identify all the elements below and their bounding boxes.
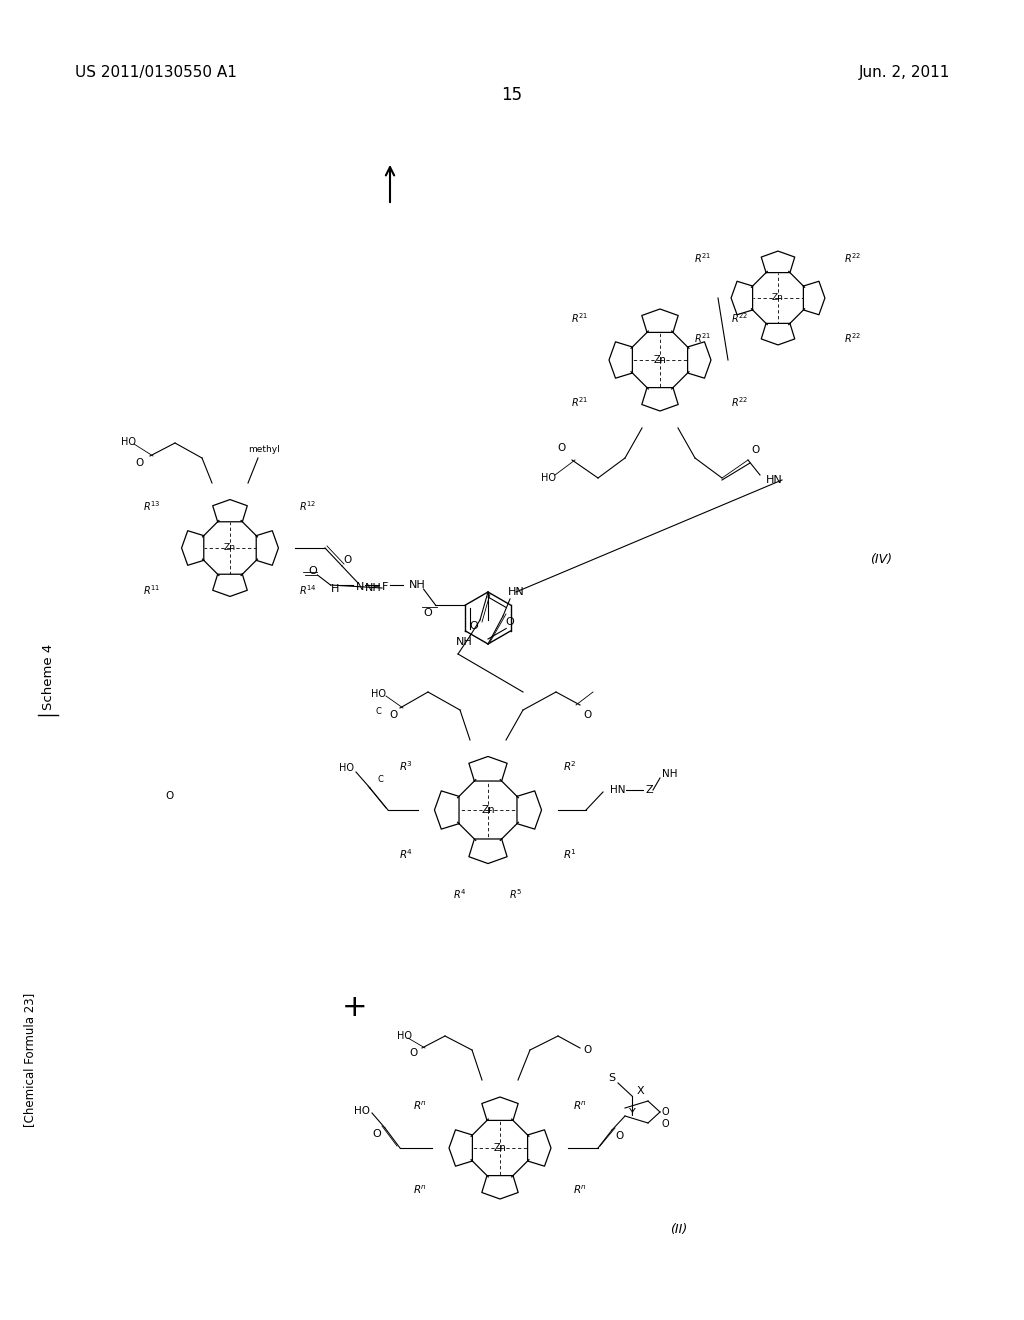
Text: $R^{4}$: $R^{4}$	[454, 887, 467, 900]
Text: O: O	[584, 710, 592, 719]
Text: Zn: Zn	[653, 355, 667, 366]
Text: O: O	[584, 1045, 592, 1055]
Text: O: O	[373, 1129, 381, 1139]
Text: HO: HO	[541, 473, 555, 483]
Text: $R^{n}$: $R^{n}$	[573, 1100, 587, 1113]
Text: Zn: Zn	[481, 805, 495, 814]
Text: $R^{22}$: $R^{22}$	[731, 312, 749, 325]
Text: HN: HN	[508, 587, 524, 597]
Text: HO: HO	[339, 763, 353, 774]
Text: (IV): (IV)	[870, 553, 892, 566]
Text: NH: NH	[410, 579, 426, 590]
Text: HN: HN	[766, 475, 782, 484]
Text: $R^{3}$: $R^{3}$	[399, 759, 413, 774]
Text: $R^{2}$: $R^{2}$	[563, 759, 577, 774]
Text: $R^{21}$: $R^{21}$	[694, 251, 712, 265]
Text: N: N	[356, 582, 365, 591]
Text: C: C	[377, 776, 383, 784]
Text: NH: NH	[365, 583, 382, 593]
Text: Zn: Zn	[224, 544, 237, 553]
Text: HO: HO	[371, 689, 385, 700]
Text: $R^{22}$: $R^{22}$	[844, 331, 862, 345]
Text: H: H	[332, 583, 340, 594]
Text: $R^{4}$: $R^{4}$	[399, 847, 413, 861]
Text: $R^{21}$: $R^{21}$	[571, 395, 589, 409]
Text: F: F	[382, 582, 389, 591]
Text: US 2011/0130550 A1: US 2011/0130550 A1	[75, 65, 237, 79]
Text: HO: HO	[121, 437, 135, 447]
Text: HN: HN	[610, 785, 626, 795]
Text: $R^{21}$: $R^{21}$	[694, 331, 712, 345]
Text: $R^{5}$: $R^{5}$	[509, 887, 522, 900]
Text: O: O	[166, 791, 174, 801]
Text: $R^{n}$: $R^{n}$	[573, 1184, 587, 1196]
Text: (II): (II)	[670, 1224, 687, 1237]
Text: O: O	[662, 1107, 669, 1117]
Text: O: O	[410, 1048, 418, 1059]
Text: Zn: Zn	[494, 1143, 507, 1152]
Text: [Chemical Formula 23]: [Chemical Formula 23]	[24, 993, 37, 1127]
Text: O: O	[136, 458, 144, 469]
Text: O: O	[308, 566, 316, 576]
Text: O: O	[470, 620, 478, 631]
Text: $R^{n}$: $R^{n}$	[413, 1100, 427, 1113]
Text: $R^{14}$: $R^{14}$	[299, 583, 316, 597]
Text: $R^{22}$: $R^{22}$	[731, 395, 749, 409]
Text: O: O	[662, 1119, 669, 1129]
Text: X: X	[636, 1086, 644, 1096]
Text: $R^{21}$: $R^{21}$	[571, 312, 589, 325]
Text: O: O	[751, 445, 759, 455]
Text: $R^{1}$: $R^{1}$	[563, 847, 577, 861]
Text: C: C	[375, 708, 381, 717]
Text: $R^{13}$: $R^{13}$	[143, 499, 161, 513]
Text: O: O	[615, 1131, 624, 1140]
Text: HO: HO	[397, 1031, 413, 1041]
Text: $R^{12}$: $R^{12}$	[299, 499, 316, 513]
Text: HO: HO	[354, 1106, 370, 1115]
Text: O: O	[506, 616, 514, 627]
Text: S: S	[608, 1073, 615, 1082]
Text: $R^{11}$: $R^{11}$	[143, 583, 161, 597]
Text: O: O	[558, 444, 566, 453]
Text: O: O	[344, 554, 352, 565]
Text: methyl: methyl	[248, 446, 280, 454]
Text: $R^{n}$: $R^{n}$	[413, 1184, 427, 1196]
Text: O: O	[423, 609, 432, 618]
Text: +: +	[342, 994, 368, 1023]
Text: O: O	[389, 710, 397, 719]
Text: Z: Z	[645, 785, 652, 795]
Text: Scheme 4: Scheme 4	[42, 644, 54, 710]
Text: Zn: Zn	[772, 293, 784, 302]
Text: NH: NH	[456, 638, 472, 647]
Text: NH: NH	[662, 770, 678, 779]
Text: 15: 15	[502, 86, 522, 104]
Text: Y: Y	[629, 1107, 635, 1118]
Text: Jun. 2, 2011: Jun. 2, 2011	[859, 65, 950, 79]
Text: $R^{22}$: $R^{22}$	[844, 251, 862, 265]
